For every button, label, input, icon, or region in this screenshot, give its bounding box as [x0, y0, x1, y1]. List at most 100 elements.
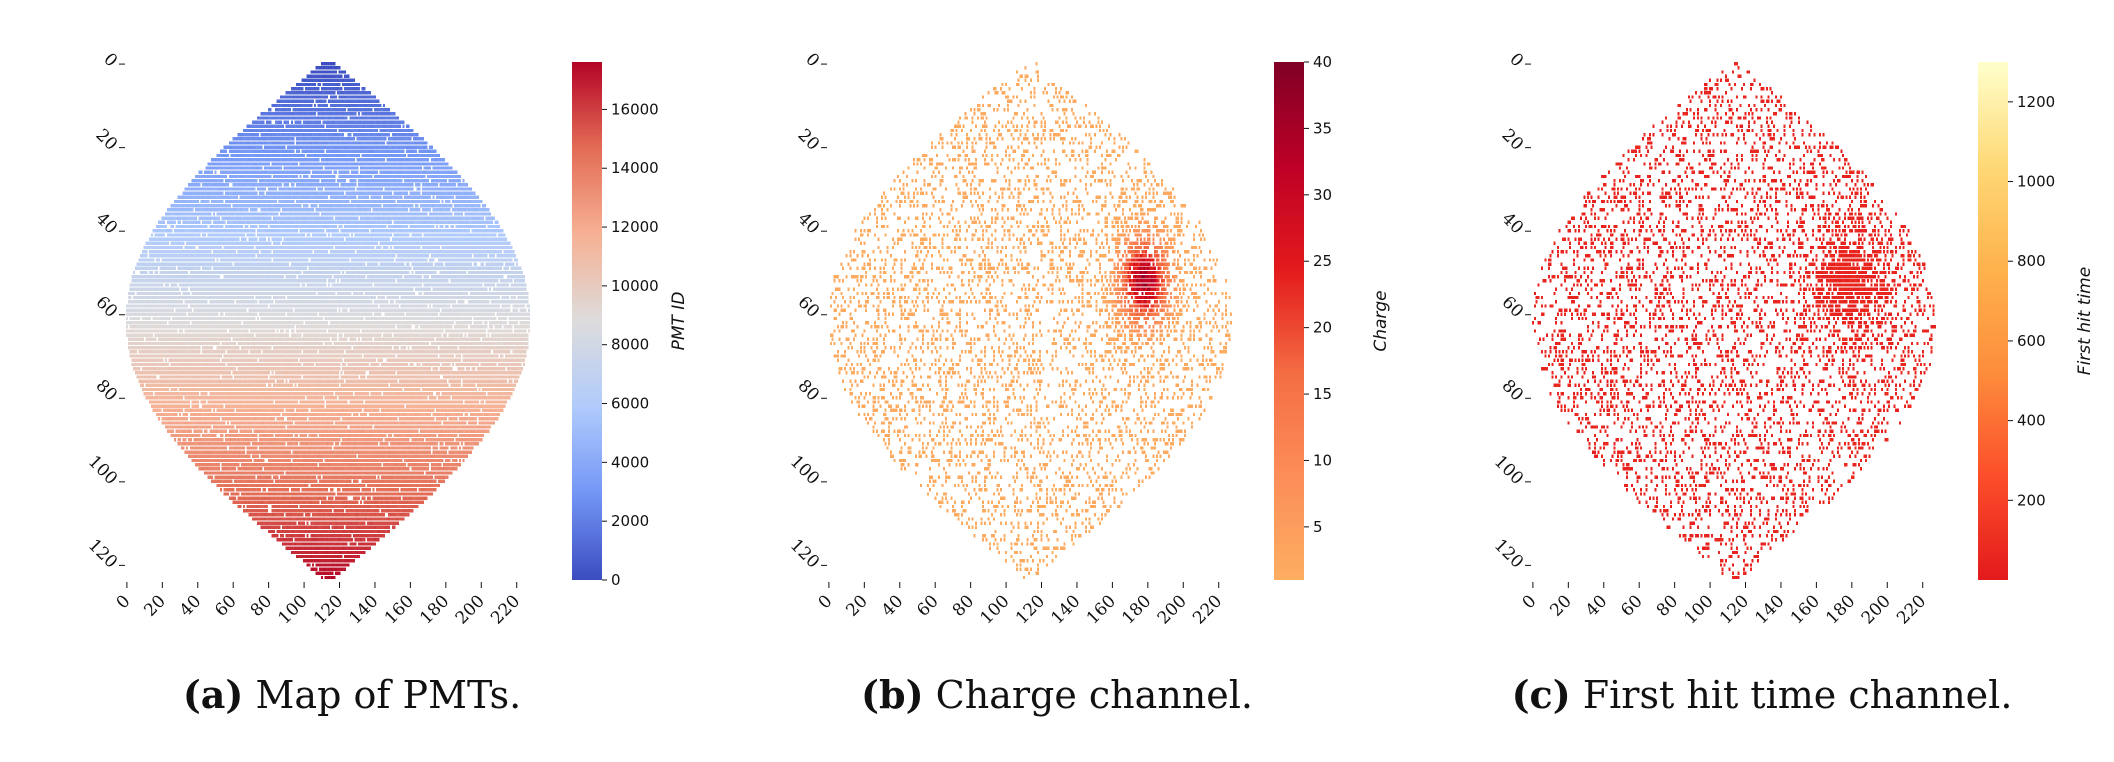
heatmap-cell	[324, 195, 327, 199]
heatmap-cell	[306, 116, 309, 120]
heatmap-cell	[473, 212, 476, 216]
heatmap-cell	[446, 212, 449, 216]
heatmap-cell	[276, 174, 279, 179]
heatmap-cell	[365, 149, 368, 153]
heatmap-cell	[200, 174, 203, 179]
heatmap-cell	[198, 174, 201, 179]
heatmap-cell	[317, 216, 320, 220]
heatmap-cell	[361, 87, 364, 91]
heatmap-cell	[310, 241, 313, 245]
heatmap-cell	[313, 212, 316, 216]
heatmap-cell	[173, 229, 176, 233]
heatmap-cell	[407, 141, 410, 145]
heatmap-cell	[326, 174, 329, 179]
heatmap-cell	[361, 241, 364, 245]
heatmap-cell	[296, 212, 299, 216]
heatmap-cell	[411, 187, 414, 191]
heatmap-cell	[496, 241, 499, 245]
heatmap-cell	[361, 91, 364, 95]
heatmap-cell	[333, 170, 336, 174]
heatmap-cell	[253, 133, 256, 137]
heatmap-cell	[326, 137, 329, 141]
heatmap-cell	[455, 233, 458, 237]
heatmap-cell	[266, 191, 268, 195]
heatmap-cell	[308, 149, 311, 153]
heatmap-cell	[193, 187, 196, 191]
heatmap-cell	[326, 158, 329, 162]
heatmap-cell	[335, 149, 338, 153]
heatmap-cell	[262, 216, 265, 220]
heatmap-cell	[345, 162, 348, 166]
heatmap-cell	[404, 233, 407, 237]
heatmap-cell	[326, 62, 329, 66]
heatmap-cell	[390, 183, 392, 187]
heatmap-cell	[361, 145, 364, 149]
heatmap-cell	[338, 233, 341, 237]
heatmap-cell	[319, 224, 322, 229]
heatmap-cell	[278, 162, 281, 166]
heatmap-cell	[305, 141, 307, 145]
heatmap-cell	[228, 212, 231, 216]
heatmap-cell	[232, 199, 235, 204]
heatmap-cell	[292, 191, 295, 195]
heatmap-cell	[425, 233, 428, 237]
heatmap-cell	[349, 191, 352, 195]
heatmap-cell	[310, 149, 313, 153]
heatmap-cell	[391, 128, 394, 133]
heatmap-cell	[450, 191, 453, 195]
heatmap-cell	[280, 103, 283, 108]
heatmap-cell	[343, 179, 346, 183]
heatmap-cell	[269, 141, 272, 145]
heatmap-cell	[308, 191, 311, 195]
heatmap-cell	[317, 78, 320, 82]
heatmap-cell	[425, 166, 428, 170]
heatmap-cell	[281, 179, 284, 183]
heatmap-cell	[338, 112, 341, 116]
heatmap-cell	[361, 124, 364, 128]
heatmap-cell	[382, 233, 385, 237]
heatmap-cell	[271, 179, 274, 183]
heatmap-cell	[287, 208, 290, 212]
heatmap-cell	[301, 220, 304, 224]
heatmap-cell	[331, 162, 334, 166]
heatmap-cell	[306, 212, 309, 216]
heatmap-cell	[242, 153, 245, 158]
heatmap-cell	[285, 237, 288, 241]
heatmap-cell	[336, 220, 339, 224]
heatmap-cell	[386, 120, 389, 124]
heatmap-cell	[395, 195, 398, 199]
heatmap-cell	[165, 224, 167, 229]
heatmap-cell	[299, 162, 302, 166]
heatmap-cell	[381, 145, 384, 149]
heatmap-cell	[177, 245, 180, 250]
heatmap-cell	[370, 162, 373, 166]
heatmap-cell	[313, 70, 316, 74]
heatmap-cell	[255, 220, 258, 224]
heatmap-cell	[290, 153, 293, 158]
heatmap-cell	[244, 241, 247, 245]
heatmap-cell	[345, 170, 348, 174]
heatmap-cell	[342, 120, 345, 124]
heatmap-cell	[308, 183, 311, 187]
heatmap-cell	[251, 237, 254, 241]
heatmap-cell	[482, 208, 485, 212]
heatmap-cell	[205, 195, 208, 199]
heatmap-cell	[358, 241, 361, 245]
heatmap-cell	[460, 224, 463, 229]
heatmap-cell	[305, 224, 307, 229]
heatmap-cell	[485, 237, 488, 241]
heatmap-cell	[372, 170, 375, 174]
heatmap-cell	[430, 170, 433, 174]
heatmap-cell	[195, 187, 198, 191]
heatmap-cell	[365, 153, 368, 158]
heatmap-cell	[468, 229, 470, 233]
heatmap-cell	[266, 149, 268, 153]
heatmap-cell	[219, 237, 222, 241]
heatmap-cell	[204, 191, 206, 195]
heatmap-cell	[264, 158, 267, 162]
heatmap-cell	[414, 137, 417, 141]
heatmap-cell	[478, 216, 481, 220]
heatmap-cell	[407, 216, 410, 220]
heatmap-cell	[322, 224, 325, 229]
heatmap-cell	[420, 153, 423, 158]
